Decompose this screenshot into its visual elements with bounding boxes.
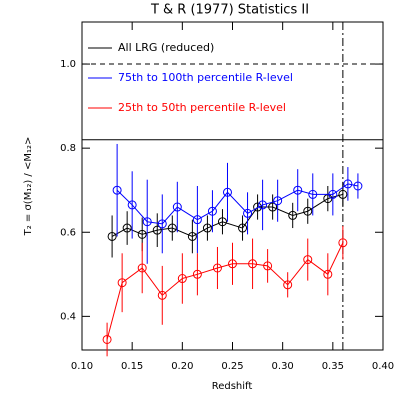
x-tick-label: 0.20 <box>171 361 193 372</box>
data-point <box>228 259 237 269</box>
series-line <box>106 242 344 340</box>
data-point <box>288 210 298 220</box>
data-point <box>207 206 217 216</box>
data-point <box>127 200 137 210</box>
x-tick-label: 0.15 <box>121 361 143 372</box>
data-point <box>112 185 122 195</box>
legend-label: All LRG (reduced) <box>118 41 214 54</box>
data-point <box>303 206 313 216</box>
x-tick-label: 0.25 <box>221 361 243 372</box>
data-point <box>122 223 132 233</box>
data-point <box>192 269 202 279</box>
y-tick-label: 0.8 <box>60 143 76 154</box>
data-point <box>217 217 227 227</box>
data-point <box>102 334 112 344</box>
series-line <box>116 183 359 225</box>
data-point <box>192 215 202 225</box>
x-tick-label: 0.35 <box>322 361 344 372</box>
data-point <box>248 259 258 269</box>
data-point <box>172 202 182 212</box>
data-point <box>117 278 127 288</box>
data-point <box>273 196 283 206</box>
data-point <box>338 238 348 248</box>
data-point <box>177 274 187 284</box>
data-point <box>137 263 147 273</box>
data-point <box>107 231 117 241</box>
data-point <box>303 255 313 265</box>
y-tick-label: 0.4 <box>60 311 76 322</box>
data-point <box>308 189 318 199</box>
data-point <box>243 208 253 218</box>
legend-label: 75th to 100th percentile R-level <box>118 71 293 84</box>
data-point <box>343 179 353 189</box>
data-point <box>238 223 248 233</box>
x-tick-label: 0.40 <box>372 361 394 372</box>
data-point <box>167 223 177 233</box>
data-point <box>283 280 293 290</box>
y-tick-label: 1.0 <box>60 59 76 70</box>
data-point <box>212 263 222 273</box>
data-point <box>222 187 232 197</box>
data-point <box>137 229 147 239</box>
data-point <box>152 225 162 235</box>
data-point <box>187 231 197 241</box>
data-point <box>253 202 263 212</box>
y-tick-label: 0.6 <box>60 227 76 238</box>
x-tick-label: 0.10 <box>71 361 93 372</box>
chart-title: T & R (1977) Statistics II <box>150 3 309 18</box>
data-point <box>258 200 268 210</box>
data-point <box>263 261 273 271</box>
x-tick-label: 0.30 <box>272 361 294 372</box>
y-axis-label: T₂ = σ(M₁₂) / <M₁₂> <box>23 137 34 237</box>
data-point <box>323 269 333 279</box>
data-point <box>202 223 212 233</box>
data-point <box>142 217 152 227</box>
data-point <box>328 189 338 199</box>
data-point <box>338 189 348 199</box>
data-point <box>353 181 363 191</box>
data-point <box>157 290 167 300</box>
legend-label: 25th to 50th percentile R-level <box>118 101 286 114</box>
data-point <box>268 202 278 212</box>
data-point <box>157 219 167 229</box>
data-point <box>293 185 303 195</box>
x-axis-label: Redshift <box>212 381 253 392</box>
